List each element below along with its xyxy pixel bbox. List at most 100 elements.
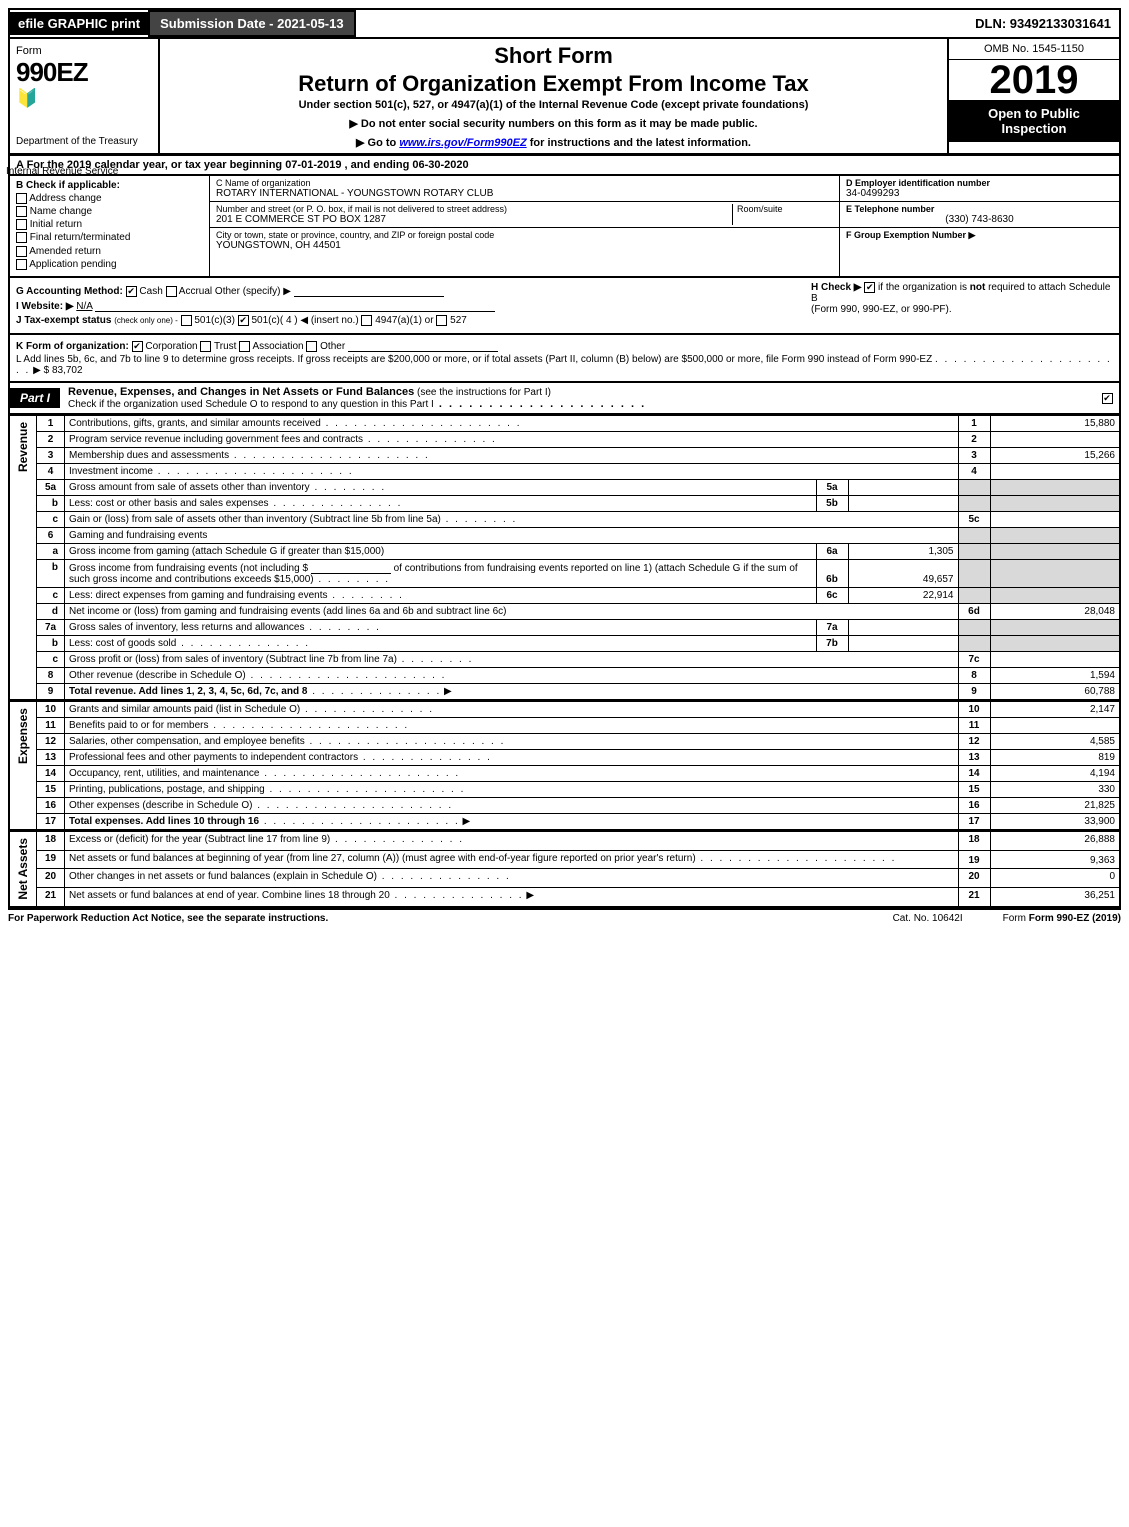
accounting-method-label: G Accounting Method: [16, 286, 123, 297]
line6b-input[interactable] [311, 562, 391, 574]
line11-amount [990, 717, 1120, 733]
catalog-number: Cat. No. 10642I [893, 913, 963, 924]
line15-amount: 330 [990, 781, 1120, 797]
cash-checkbox[interactable] [126, 286, 137, 297]
ssn-warning: ▶ Do not enter social security numbers o… [168, 117, 939, 130]
city-label: City or town, state or province, country… [216, 230, 833, 240]
line13-amount: 819 [990, 749, 1120, 765]
form-header: Form 990EZ 🔰 Department of the Treasury … [8, 39, 1121, 155]
ein-value: 34-0499293 [846, 188, 1113, 199]
line6a-amount: 1,305 [848, 543, 958, 559]
line20-desc: Other changes in net assets or fund bala… [69, 871, 377, 882]
street-address: 201 E COMMERCE ST PO BOX 1287 [216, 214, 728, 225]
accrual-checkbox[interactable] [166, 286, 177, 297]
line5c-desc: Gain or (loss) from sale of assets other… [69, 514, 441, 525]
line19-amount: 9,363 [990, 850, 1120, 869]
part1-title: Revenue, Expenses, and Changes in Net As… [68, 386, 414, 398]
website-label: I Website: ▶ [16, 301, 74, 312]
phone-label: E Telephone number [846, 204, 1113, 214]
line6d-desc: Net income or (loss) from gaming and fun… [69, 606, 506, 617]
name-change-checkbox[interactable] [16, 206, 27, 217]
line5c-amount [990, 511, 1120, 527]
4947-checkbox[interactable] [361, 315, 372, 326]
expenses-section-label: Expenses [14, 704, 32, 768]
line12-amount: 4,585 [990, 733, 1120, 749]
expenses-table: Expenses 10 Grants and similar amounts p… [8, 701, 1121, 831]
501c-checkbox[interactable] [238, 315, 249, 326]
accounting-block: G Accounting Method: Cash Accrual Other … [8, 278, 1121, 335]
tax-year: 2019 [949, 60, 1119, 100]
other-org-checkbox[interactable] [306, 341, 317, 352]
line6d-amount: 28,048 [990, 603, 1120, 619]
line2-desc: Program service revenue including govern… [69, 434, 363, 445]
irs-overlay: Internal Revenue Service [6, 166, 118, 177]
irs-link[interactable]: www.irs.gov/Form990EZ [399, 137, 526, 149]
line16-amount: 21,825 [990, 797, 1120, 813]
org-name-label: C Name of organization [216, 178, 833, 188]
netassets-table: Net Assets 18 Excess or (deficit) for th… [8, 831, 1121, 908]
line7c-desc: Gross profit or (loss) from sales of inv… [69, 654, 397, 665]
line-l-text: L Add lines 5b, 6c, and 7b to line 9 to … [16, 354, 932, 365]
line6c-desc: Less: direct expenses from gaming and fu… [69, 590, 327, 601]
room-label: Room/suite [737, 204, 833, 214]
line21-amount: 36,251 [990, 887, 1120, 906]
other-method-input[interactable] [294, 285, 444, 297]
line6c-amount: 22,914 [848, 587, 958, 603]
part1-header: Part I Revenue, Expenses, and Changes in… [8, 383, 1121, 415]
part1-tag: Part I [10, 388, 60, 408]
ein-label: D Employer identification number [846, 178, 1113, 188]
form-ref: Form Form 990-EZ (2019) [1003, 913, 1121, 924]
revenue-section-label: Revenue [14, 418, 32, 476]
efile-print-label[interactable]: efile GRAPHIC print [10, 12, 148, 35]
amended-return-checkbox[interactable] [16, 246, 27, 257]
schedule-o-checkbox[interactable] [1102, 393, 1113, 404]
line5a-amount [848, 479, 958, 495]
line2-amount [990, 431, 1120, 447]
initial-return-checkbox[interactable] [16, 219, 27, 230]
group-exemption-label: F Group Exemption Number ▶ [846, 230, 1113, 241]
line6b-amount: 49,657 [848, 559, 958, 587]
department-label: Department of the Treasury [16, 136, 152, 147]
schedule-b-checkbox[interactable] [864, 282, 875, 293]
501c3-checkbox[interactable] [181, 315, 192, 326]
address-change-checkbox[interactable] [16, 193, 27, 204]
line13-desc: Professional fees and other payments to … [69, 752, 358, 763]
line10-amount: 2,147 [990, 701, 1120, 717]
part1-subtitle: Check if the organization used Schedule … [68, 399, 434, 410]
open-to-public: Open to PublicInspection [949, 100, 1119, 142]
line18-desc: Excess or (deficit) for the year (Subtra… [69, 834, 330, 845]
association-checkbox[interactable] [239, 341, 250, 352]
line18-amount: 26,888 [990, 831, 1120, 850]
h-check-label: H Check ▶ [811, 282, 861, 293]
city-state-zip: YOUNGSTOWN, OH 44501 [216, 240, 833, 251]
line7b-amount [848, 635, 958, 651]
line7a-desc: Gross sales of inventory, less returns a… [69, 622, 304, 633]
application-pending-checkbox[interactable] [16, 259, 27, 270]
line7a-amount [848, 619, 958, 635]
entity-block: Internal Revenue Service B Check if appl… [8, 176, 1121, 278]
line16-desc: Other expenses (describe in Schedule O) [69, 800, 252, 811]
line15-desc: Printing, publications, postage, and shi… [69, 784, 265, 795]
line4-amount [990, 463, 1120, 479]
street-label: Number and street (or P. O. box, if mail… [216, 204, 728, 214]
irs-logo-icon: 🔰 [16, 88, 152, 109]
netassets-section-label: Net Assets [14, 834, 32, 904]
submission-date: Submission Date - 2021-05-13 [148, 10, 356, 37]
line17-desc: Total expenses. Add lines 10 through 16 [69, 816, 259, 827]
k-l-block: K Form of organization: Corporation Trus… [8, 335, 1121, 383]
line8-amount: 1,594 [990, 667, 1120, 683]
line10-desc: Grants and similar amounts paid (list in… [69, 704, 300, 715]
527-checkbox[interactable] [436, 315, 447, 326]
trust-checkbox[interactable] [200, 341, 211, 352]
tax-period: A For the 2019 calendar year, or tax yea… [8, 155, 1121, 176]
line14-amount: 4,194 [990, 765, 1120, 781]
line7c-amount [990, 651, 1120, 667]
line4-desc: Investment income [69, 466, 153, 477]
line5b-amount [848, 495, 958, 511]
dln-label: DLN: 93492133031641 [967, 12, 1119, 35]
final-return-checkbox[interactable] [16, 232, 27, 243]
corporation-checkbox[interactable] [132, 341, 143, 352]
line6-desc: Gaming and fundraising events [69, 530, 207, 541]
tax-exempt-label: J Tax-exempt status [16, 315, 111, 326]
line6a-desc: Gross income from gaming (attach Schedul… [69, 546, 384, 557]
